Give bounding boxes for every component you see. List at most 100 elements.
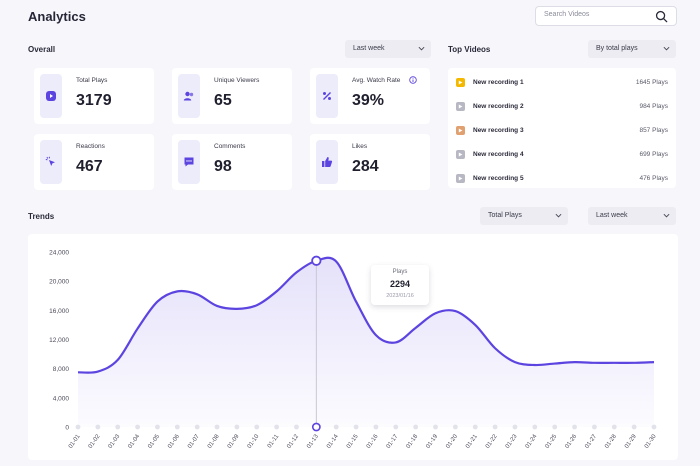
trends-metric-value: Total Plays	[488, 212, 522, 219]
highlight-point[interactable]	[311, 255, 322, 266]
list-item[interactable]: New recording 3 857 Plays	[448, 119, 676, 143]
x-axis-point[interactable]	[413, 424, 419, 430]
y-tick-label: 16,000	[49, 308, 69, 315]
x-axis-point[interactable]	[294, 424, 299, 430]
stat-value: 39%	[352, 92, 385, 109]
stat-label: Unique Viewers	[214, 77, 260, 84]
series-line	[77, 256, 655, 374]
page-title: Analytics	[28, 9, 86, 24]
x-axis-point[interactable]	[651, 424, 657, 430]
x-axis-point[interactable]	[611, 424, 617, 430]
video-plays: 984 Plays	[639, 103, 668, 110]
list-item[interactable]: New recording 5 476 Plays	[448, 167, 676, 191]
chevron-down-icon	[418, 46, 425, 51]
video-thumbnail-icon	[456, 174, 465, 183]
x-axis-point[interactable]	[472, 424, 478, 430]
video-name: New recording 2	[473, 103, 524, 110]
y-tick-label: 20,000	[49, 279, 69, 286]
video-plays: 857 Plays	[639, 127, 668, 134]
chevron-down-icon	[663, 213, 670, 218]
top-videos-list: New recording 1 1645 Plays New recording…	[448, 68, 676, 188]
trends-heading: Trends	[28, 212, 55, 221]
x-tick-label: 01-28	[604, 433, 618, 450]
x-axis-point[interactable]	[214, 424, 220, 430]
x-tick-label: 01-16	[366, 433, 380, 450]
video-thumbnail-icon	[456, 126, 465, 135]
series-area	[78, 257, 654, 427]
x-axis-point[interactable]	[95, 424, 101, 430]
x-tick-label: 01-02	[88, 433, 102, 450]
list-item[interactable]: New recording 1 1645 Plays	[448, 71, 676, 95]
stat-value: 284	[352, 158, 379, 175]
x-axis-point[interactable]	[115, 424, 121, 430]
x-axis-point[interactable]	[135, 424, 140, 430]
tooltip-date: 2023/01/16	[386, 293, 414, 299]
video-name: New recording 5	[473, 175, 524, 182]
overall-heading: Overall	[28, 45, 56, 54]
x-tick-label: 01-17	[386, 433, 400, 450]
x-axis-point[interactable]	[274, 424, 280, 430]
x-tick-label: 01-20	[445, 433, 459, 450]
x-axis-point[interactable]	[234, 424, 240, 430]
top-videos-sort-value: By total plays	[596, 45, 638, 52]
x-axis-point[interactable]	[194, 424, 200, 430]
list-item[interactable]: New recording 4 699 Plays	[448, 143, 676, 167]
play-icon	[46, 91, 56, 101]
x-axis-point[interactable]	[631, 424, 637, 430]
y-tick-label: 24,000	[49, 250, 69, 257]
x-axis-point[interactable]	[532, 424, 538, 430]
tooltip-label: Plays	[392, 269, 408, 275]
x-tick-label: 01-13	[306, 433, 320, 450]
x-tick-label: 01-22	[485, 433, 499, 450]
x-axis-point[interactable]	[492, 424, 498, 430]
x-tick-label: 01-10	[247, 433, 261, 450]
list-item[interactable]: New recording 2 984 Plays	[448, 95, 676, 119]
stat-label: Avg. Watch Rate	[352, 77, 401, 84]
x-tick-label: 01-06	[167, 433, 181, 450]
x-axis-point[interactable]	[512, 424, 518, 430]
x-axis-point[interactable]	[592, 424, 597, 430]
x-axis-point[interactable]	[333, 424, 339, 430]
x-axis-point[interactable]	[433, 424, 438, 430]
x-tick-label: 01-27	[584, 433, 598, 450]
x-tick-label: 01-26	[564, 433, 578, 450]
x-axis-point[interactable]	[452, 424, 458, 430]
x-axis-point[interactable]	[155, 424, 160, 430]
trends-period-select[interactable]: Last week	[588, 207, 676, 225]
x-tick-label: 01-12	[286, 433, 300, 450]
search-icon[interactable]	[655, 10, 668, 23]
x-tick-label: 01-01	[68, 433, 82, 450]
x-axis-point[interactable]	[174, 424, 180, 430]
x-axis-point[interactable]	[353, 424, 359, 430]
video-name: New recording 3	[473, 127, 524, 134]
x-axis-point[interactable]	[572, 424, 577, 430]
top-videos-sort-select[interactable]: By total plays	[588, 40, 676, 58]
stat-card-comments: Comments 98	[172, 134, 292, 190]
stat-label: Total Plays	[76, 77, 108, 84]
stat-card-likes: Likes 284	[310, 134, 430, 190]
video-name: New recording 4	[473, 151, 524, 158]
x-tick-label: 01-23	[505, 433, 519, 450]
stat-card-avg-watch-rate: Avg. Watch Rate 39%	[310, 68, 430, 124]
trends-metric-select[interactable]: Total Plays	[480, 207, 568, 225]
stat-card-total-plays: Total Plays 3179	[34, 68, 154, 124]
y-tick-label: 12,000	[49, 337, 69, 344]
x-tick-label: 01-30	[644, 433, 658, 450]
x-axis-point[interactable]	[254, 424, 260, 430]
x-tick-label: 01-24	[525, 433, 539, 450]
percent-icon	[323, 92, 331, 100]
cursor-click-icon	[45, 156, 55, 166]
highlight-axis-marker	[311, 422, 321, 432]
x-tick-label: 01-03	[108, 433, 122, 450]
video-plays: 476 Plays	[639, 175, 668, 182]
x-axis-point[interactable]	[75, 424, 81, 430]
x-axis-point[interactable]	[552, 424, 558, 430]
x-tick-label: 01-29	[624, 433, 638, 450]
overall-period-select[interactable]: Last week	[345, 40, 431, 58]
x-axis-point[interactable]	[393, 424, 399, 430]
chart-tooltip: Plays 2294 2023/01/16	[371, 265, 429, 305]
search-input[interactable]: Search Videos	[535, 6, 677, 26]
info-icon[interactable]	[409, 76, 417, 84]
x-axis-point[interactable]	[373, 424, 379, 430]
